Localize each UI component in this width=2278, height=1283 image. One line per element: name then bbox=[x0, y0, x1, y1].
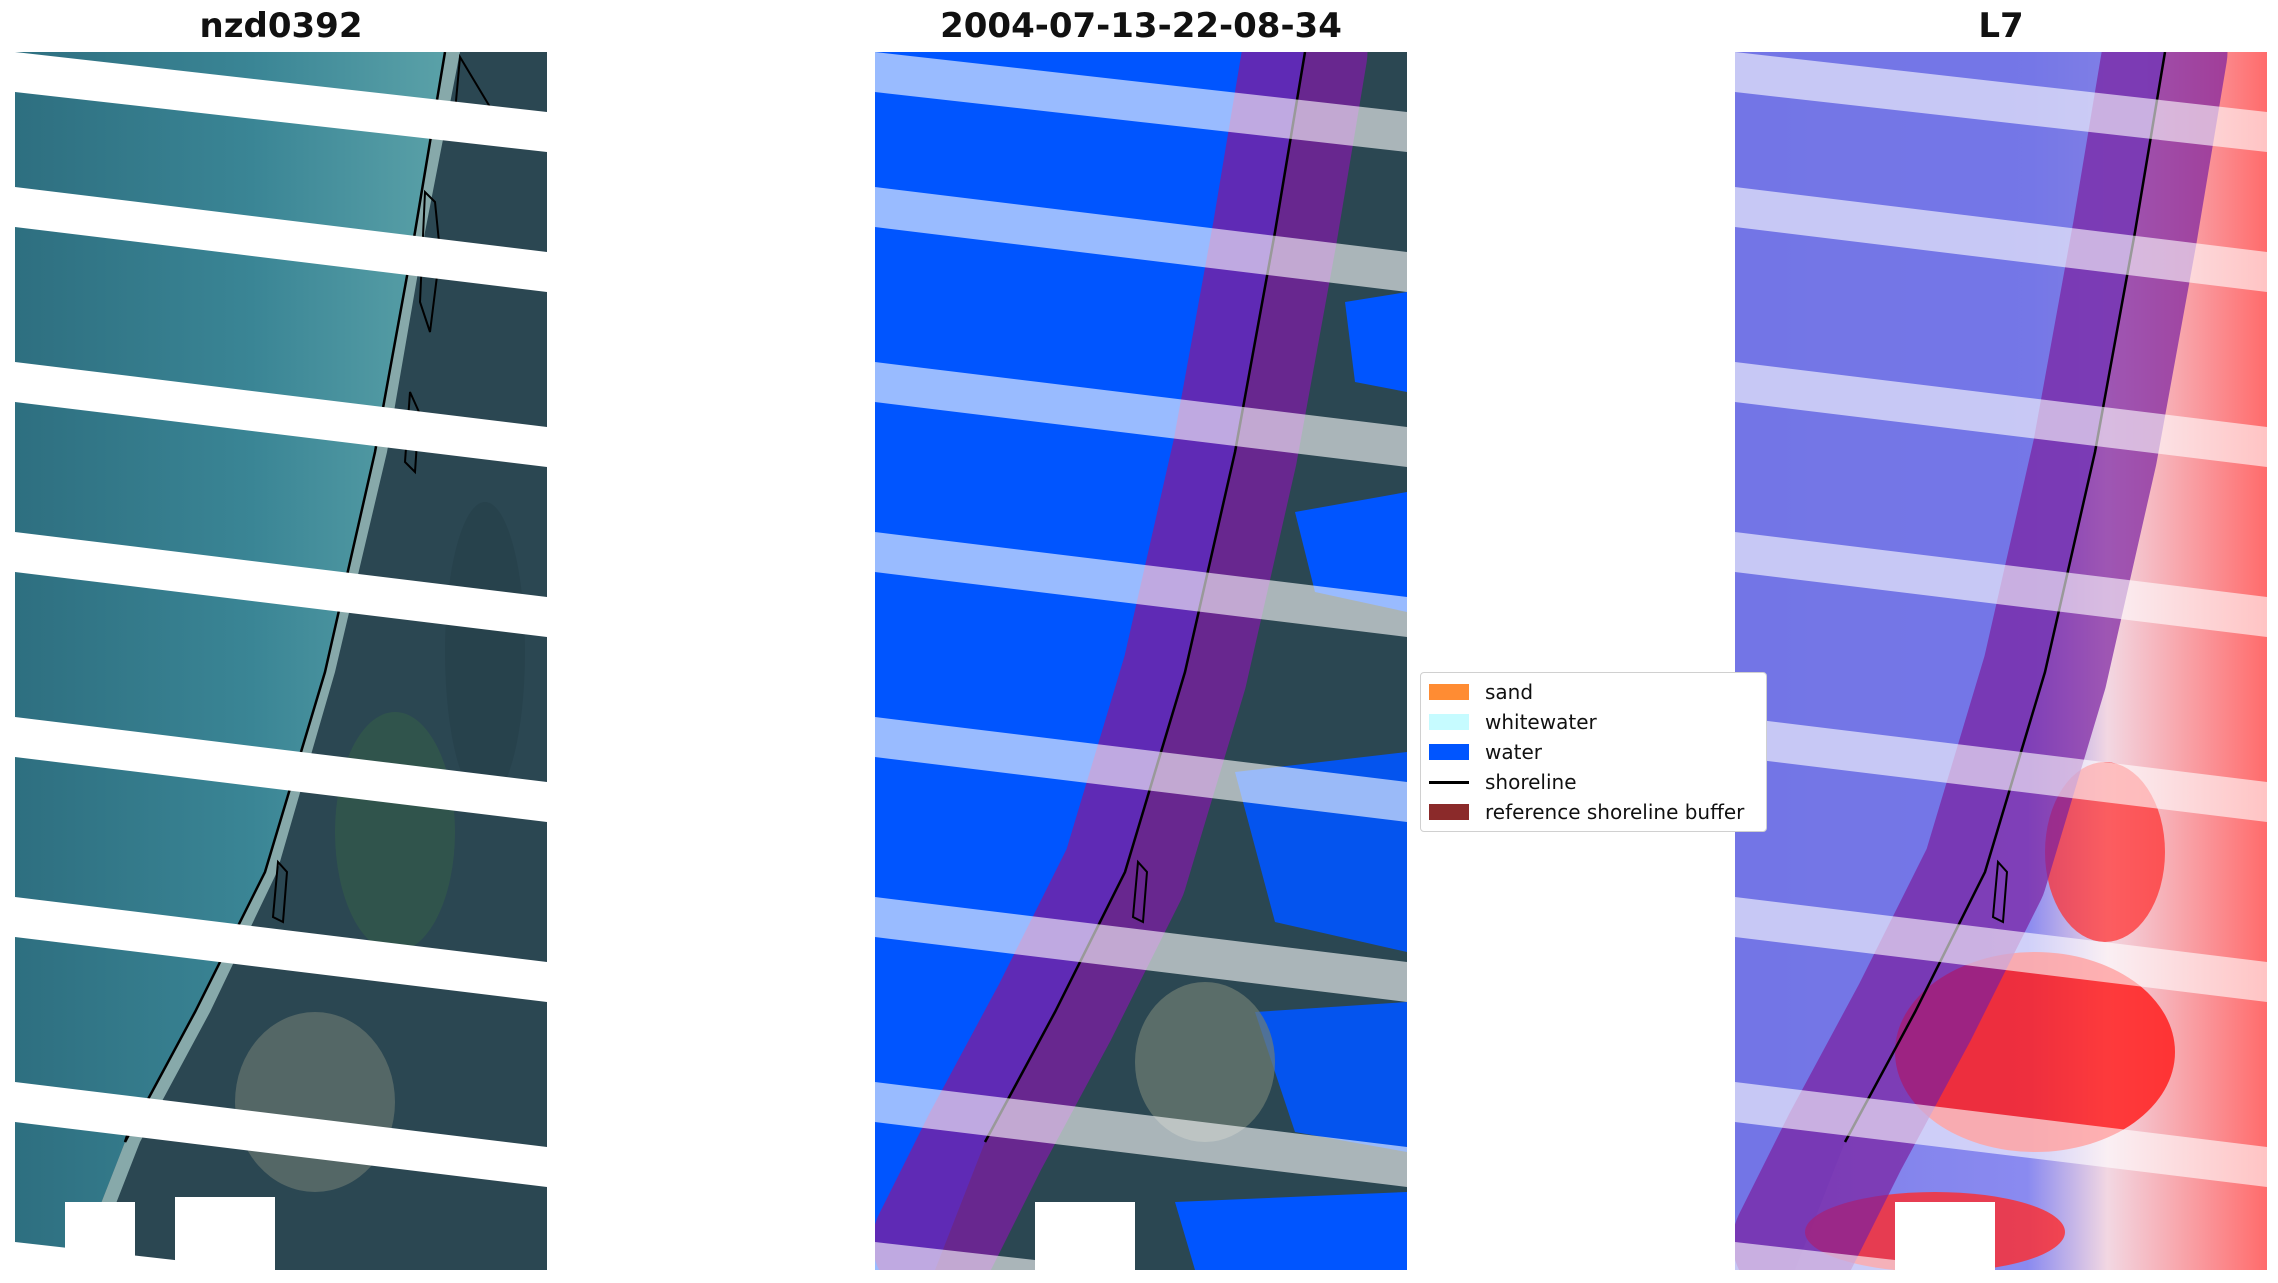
classification-image bbox=[875, 52, 1407, 1270]
legend-item-shoreline: shoreline bbox=[1429, 769, 1577, 795]
legend-label-buffer: reference shoreline buffer bbox=[1485, 800, 1745, 824]
legend-swatch-water bbox=[1429, 744, 1469, 760]
panel-title-right: L7 bbox=[1978, 6, 2024, 46]
legend-line-shoreline bbox=[1429, 780, 1469, 784]
legend-swatch-sand bbox=[1429, 684, 1469, 700]
legend: sand whitewater water shoreline referenc… bbox=[1420, 672, 1767, 832]
panel-title-left: nzd0392 bbox=[199, 6, 363, 46]
panel-title-center: 2004-07-13-22-08-34 bbox=[940, 6, 1342, 46]
legend-item-buffer: reference shoreline buffer bbox=[1429, 799, 1744, 825]
legend-label-shoreline: shoreline bbox=[1485, 770, 1577, 794]
legend-label-whitewater: whitewater bbox=[1485, 710, 1597, 734]
index-image bbox=[1735, 52, 2267, 1270]
legend-swatch-buffer bbox=[1429, 804, 1469, 820]
legend-label-sand: sand bbox=[1485, 680, 1534, 704]
index-panel bbox=[1735, 52, 2267, 1270]
rgb-image bbox=[15, 52, 547, 1270]
rgb-image-panel bbox=[15, 52, 547, 1270]
legend-swatch-whitewater bbox=[1429, 714, 1469, 730]
legend-label-water: water bbox=[1485, 740, 1542, 764]
classification-panel bbox=[875, 52, 1407, 1270]
legend-item-water: water bbox=[1429, 739, 1542, 765]
legend-item-whitewater: whitewater bbox=[1429, 709, 1597, 735]
legend-item-sand: sand bbox=[1429, 679, 1533, 705]
